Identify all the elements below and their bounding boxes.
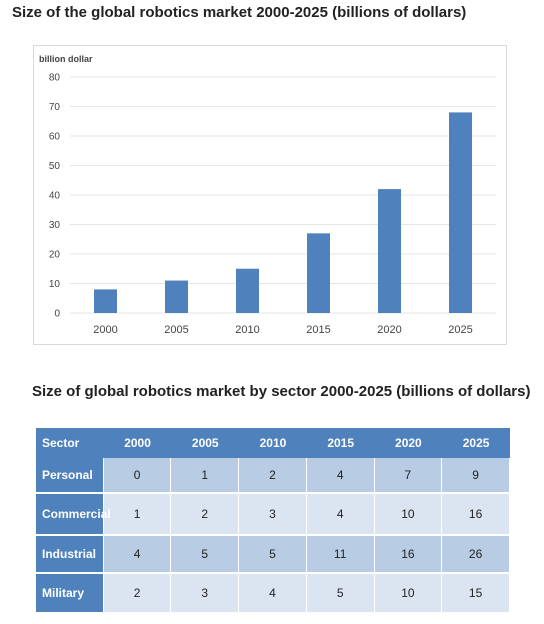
table-row: Commercial 1 2 3 4 10 16 [36, 494, 510, 536]
bar-2005 [165, 280, 188, 313]
table-row: Military 2 3 4 5 10 15 [36, 574, 510, 614]
table-cell: 3 [171, 574, 240, 614]
x-tick-label: 2005 [164, 324, 188, 336]
table-cell: 5 [306, 574, 375, 614]
table-cell: 3 [239, 494, 307, 536]
table-title: Size of global robotics market by sector… [32, 383, 531, 400]
table-cell: 4 [306, 458, 375, 494]
x-tick-label: 2010 [235, 324, 259, 336]
table-cell: 11 [306, 536, 375, 574]
table-cell: 7 [374, 458, 443, 494]
table-cell: 10 [374, 494, 443, 536]
bar-chart: billion dollar 0 10 20 30 40 50 60 70 80 2000 200… [33, 45, 507, 345]
header-year: 2020 [374, 428, 443, 458]
y-tick-label: 50 [49, 161, 61, 172]
y-tick-label: 70 [49, 102, 61, 113]
row-sector: Personal [36, 458, 104, 494]
bar-2015 [307, 233, 330, 313]
table-cell: 5 [171, 536, 240, 574]
table-cell: 4 [239, 574, 307, 614]
y-tick-label: 30 [49, 220, 61, 231]
x-tick-label: 2015 [306, 324, 330, 336]
table-cell: 5 [239, 536, 307, 574]
table-cell: 1 [171, 458, 240, 494]
table-cell: 10 [374, 574, 443, 614]
table-cell: 2 [171, 494, 240, 536]
y-tick-label: 0 [54, 309, 60, 320]
row-sector: Industrial [36, 536, 104, 574]
header-year: 2005 [171, 428, 240, 458]
header-sector: Sector [36, 428, 104, 458]
table-cell: 26 [442, 536, 510, 574]
header-year: 2015 [306, 428, 375, 458]
table-cell: 4 [103, 536, 172, 574]
y-tick-label: 80 [49, 73, 61, 84]
row-sector: Military [36, 574, 104, 614]
y-tick-label: 60 [49, 132, 61, 143]
table-cell: 16 [374, 536, 443, 574]
x-tick-label: 2020 [377, 324, 401, 336]
bar-2000 [94, 289, 117, 313]
y-tick-label: 10 [49, 279, 61, 290]
x-tick-label: 2025 [448, 324, 472, 336]
x-tick-label: 2000 [93, 324, 117, 336]
header-year: 2000 [103, 428, 172, 458]
bar-2020 [378, 189, 401, 313]
table-cell: 0 [103, 458, 172, 494]
table-cell: 2 [103, 574, 172, 614]
table-row: Industrial 4 5 5 11 16 26 [36, 536, 510, 574]
y-tick-label: 20 [49, 250, 61, 261]
table-cell: 1 [103, 494, 172, 536]
header-year: 2025 [442, 428, 510, 458]
chart-title: Size of the global robotics market 2000-… [12, 4, 467, 21]
table-cell: 4 [306, 494, 375, 536]
table-cell: 2 [239, 458, 307, 494]
table-cell: 15 [442, 574, 510, 614]
table-cell: 16 [442, 494, 510, 536]
bar-2025 [449, 112, 472, 314]
sector-table: Sector 2000 2005 2010 2015 2020 2025 Per… [36, 428, 510, 614]
table-cell: 9 [442, 458, 510, 494]
table-header-row: Sector 2000 2005 2010 2015 2020 2025 [36, 428, 510, 458]
y-tick-label: 40 [49, 191, 61, 202]
row-sector: Commercial [36, 494, 111, 536]
bar-chart-svg: billion dollar 0 10 20 30 40 50 60 70 80 2000 200… [39, 54, 496, 336]
y-axis-label: billion dollar [39, 54, 93, 64]
table-row: Personal 0 1 2 4 7 9 [36, 458, 510, 494]
bar-2010 [236, 268, 259, 313]
header-year: 2010 [239, 428, 307, 458]
